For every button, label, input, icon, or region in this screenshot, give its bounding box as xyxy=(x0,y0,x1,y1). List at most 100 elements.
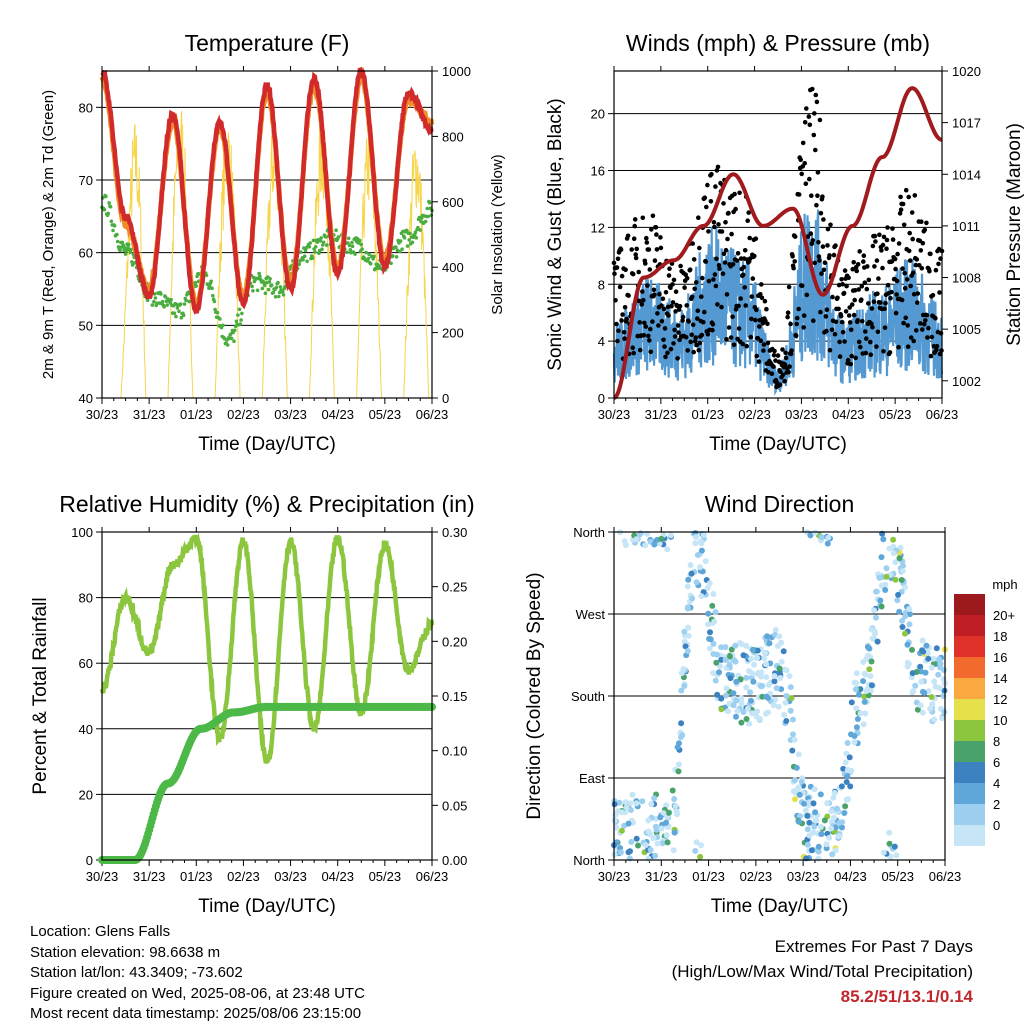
gust-point xyxy=(662,344,667,349)
gust-point xyxy=(937,351,943,357)
x-tick-label: 01/23 xyxy=(180,407,213,422)
gust-point xyxy=(836,282,842,288)
direction-point xyxy=(924,650,931,657)
direction-point xyxy=(828,808,835,815)
gust-point xyxy=(719,229,725,234)
dewpoint-point xyxy=(413,230,418,234)
dewpoint-point xyxy=(277,294,281,299)
direction-point xyxy=(906,611,913,618)
gust-point xyxy=(615,256,621,262)
direction-point xyxy=(843,779,850,785)
gust-point xyxy=(699,294,704,300)
direction-point xyxy=(664,839,671,846)
x-tick-label: 05/23 xyxy=(369,869,402,884)
gust-point xyxy=(754,307,759,313)
gust-point xyxy=(636,269,641,275)
direction-point xyxy=(665,809,672,816)
direction-point xyxy=(787,707,794,714)
direction-point xyxy=(722,644,729,651)
gust-point xyxy=(700,275,705,281)
gust-point xyxy=(646,333,651,339)
dewpoint-point xyxy=(405,228,409,233)
gust-point xyxy=(630,345,635,351)
plot-frame xyxy=(101,70,433,399)
gust-point xyxy=(777,382,783,388)
x-tick-label: 04/23 xyxy=(321,407,354,422)
gust-point xyxy=(861,259,866,264)
direction-point xyxy=(732,658,739,665)
direction-point xyxy=(815,843,822,850)
legend-swatch xyxy=(954,783,985,804)
gust-point xyxy=(818,309,823,315)
y-tick-label: 80 xyxy=(79,100,93,115)
direction-point xyxy=(839,824,845,831)
dewpoint-point xyxy=(169,297,173,302)
gust-point xyxy=(899,297,905,303)
gust-point xyxy=(746,210,751,215)
dewpoint-point xyxy=(211,293,215,298)
gust-point xyxy=(629,247,634,252)
direction-point xyxy=(826,834,833,841)
dewpoint-point xyxy=(410,240,415,245)
direction-point xyxy=(899,624,906,630)
direction-point xyxy=(922,669,929,676)
direction-point xyxy=(751,661,758,668)
y-tick-label: 12 xyxy=(591,220,605,235)
gust-point xyxy=(744,343,749,349)
dewpoint-point xyxy=(271,290,276,295)
gust-point xyxy=(894,278,900,284)
dewpoint-point xyxy=(425,206,430,211)
dewpoint-point xyxy=(350,240,354,245)
direction-point xyxy=(711,618,718,625)
direction-point xyxy=(892,576,899,583)
gust-point xyxy=(641,332,647,338)
direction-point xyxy=(876,574,883,581)
direction-point xyxy=(791,736,798,743)
gust-point xyxy=(697,245,702,251)
direction-point xyxy=(766,640,773,647)
gust-point xyxy=(934,343,940,349)
gust-point xyxy=(903,187,909,193)
gust-point xyxy=(756,359,762,364)
gust-point xyxy=(708,199,714,204)
gust-point xyxy=(711,220,717,225)
direction-point xyxy=(932,683,939,690)
direction-point xyxy=(675,761,682,768)
gust-point xyxy=(643,261,648,266)
gust-point xyxy=(816,240,821,245)
direction-point xyxy=(860,721,867,728)
y-tick-label: 0 xyxy=(598,391,605,406)
gust-point xyxy=(665,304,671,310)
dewpoint-point xyxy=(366,256,371,261)
direction-point xyxy=(856,691,862,698)
direction-point xyxy=(697,853,704,860)
dewpoint-point xyxy=(221,323,225,328)
gust-point xyxy=(824,307,830,313)
y-axis-label: Direction (Colored By Speed) xyxy=(524,572,545,819)
gust-point xyxy=(846,275,851,281)
gust-point xyxy=(813,92,819,98)
direction-point xyxy=(734,707,741,714)
direction-point xyxy=(771,678,778,685)
dewpoint-point xyxy=(150,303,155,307)
gust-point xyxy=(835,295,840,301)
legend-swatch xyxy=(954,699,985,720)
dewpoint-point xyxy=(124,248,129,253)
direction-point xyxy=(930,655,937,662)
rh-line xyxy=(99,532,435,764)
gust-point xyxy=(720,271,726,277)
gust-point xyxy=(673,309,678,314)
direction-point xyxy=(906,621,913,628)
gust-point xyxy=(715,302,720,307)
direction-point xyxy=(886,840,893,847)
gust-point xyxy=(759,295,765,301)
gust-point xyxy=(882,306,887,312)
dewpoint-point xyxy=(126,242,131,247)
gust-point xyxy=(880,242,886,248)
direction-point xyxy=(841,810,848,816)
x-tick-label: 04/23 xyxy=(321,869,354,884)
direction-point xyxy=(860,678,867,685)
gust-point xyxy=(640,289,645,294)
gust-point xyxy=(666,273,672,278)
dewpoint-point xyxy=(250,284,254,289)
